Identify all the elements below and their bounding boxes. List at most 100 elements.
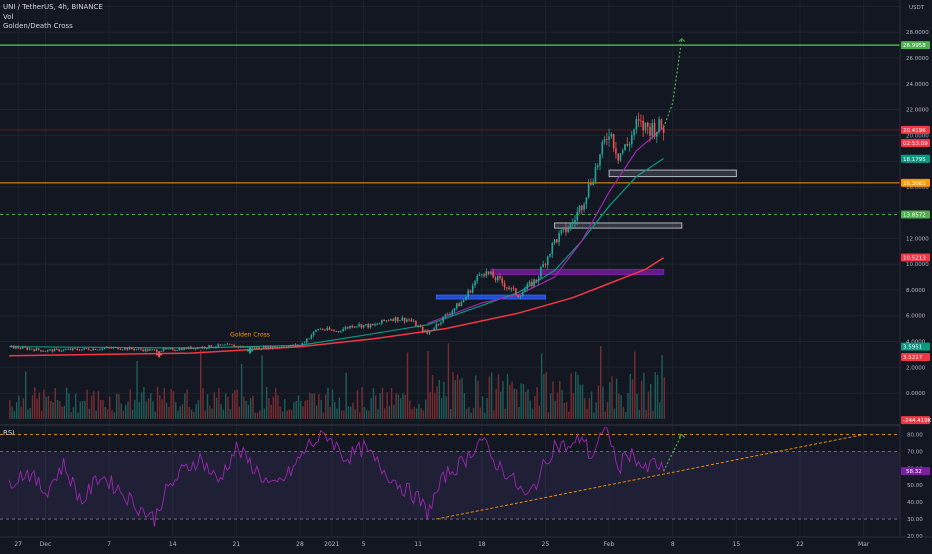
volume-bar — [545, 372, 547, 419]
volume-bar — [20, 406, 22, 419]
volume-bar — [395, 393, 397, 419]
volume-bar — [304, 400, 306, 419]
candle-body — [62, 349, 65, 351]
candle-body — [351, 325, 354, 328]
volume-bar — [340, 410, 343, 419]
candle-body — [576, 211, 579, 220]
price-tag-label: 18.1795 — [903, 157, 926, 163]
candle-body — [53, 348, 56, 352]
volume-bar — [622, 407, 625, 419]
volume-bar — [150, 393, 152, 419]
volume-bar — [152, 401, 154, 419]
volume-bar — [320, 399, 322, 419]
volume-bar — [352, 402, 354, 419]
candle-body — [546, 256, 549, 265]
volume-bar — [415, 408, 418, 419]
time-tick-label: 22 — [796, 541, 804, 548]
volume-bar — [554, 400, 556, 419]
candle-body — [153, 349, 156, 351]
candle-body — [108, 347, 110, 349]
volume-bar — [620, 395, 622, 419]
candle-body — [444, 314, 447, 317]
time-tick-label: 21 — [233, 541, 241, 548]
candle-body — [512, 287, 515, 289]
volume-bar — [443, 381, 445, 419]
candle-body — [99, 349, 101, 351]
candle-body — [317, 329, 319, 331]
price-tag-label: 3.5951 — [903, 345, 922, 351]
volume-bar — [468, 407, 470, 419]
volume-indicator-label: Vol — [3, 13, 14, 21]
volume-bar — [79, 401, 81, 419]
volume-bar — [140, 392, 143, 419]
candle-body — [553, 239, 556, 243]
candle-body — [633, 129, 635, 136]
candle-body — [515, 288, 517, 296]
volume-bar — [388, 406, 391, 419]
volume-bar — [100, 400, 102, 419]
volume-bar — [379, 393, 381, 419]
price-tick-label: 12.0000 — [906, 236, 929, 242]
candle-body — [326, 327, 329, 331]
candle-body — [190, 346, 192, 350]
candle-body — [385, 320, 388, 322]
candle-body — [421, 326, 424, 332]
projection-layer — [663, 37, 686, 128]
candle-body — [235, 345, 238, 347]
candle-body — [151, 349, 154, 351]
volume-bar — [34, 387, 36, 419]
volume-bar — [236, 389, 238, 419]
volume-bar — [520, 383, 522, 419]
volume-bar — [215, 397, 218, 419]
volume-bar — [213, 392, 216, 419]
candle-body — [76, 348, 79, 350]
volume-bar — [604, 411, 606, 419]
candle-body — [221, 344, 224, 346]
candle-body — [126, 347, 129, 350]
volume-bar — [209, 405, 211, 419]
time-tick-label: 25 — [542, 541, 550, 548]
volume-bar — [518, 407, 520, 419]
volume-bar — [390, 388, 393, 419]
volume-bar — [427, 350, 429, 419]
candle-body — [571, 222, 574, 224]
volume-bar — [547, 412, 550, 419]
candle-body — [540, 267, 542, 278]
candle-body — [196, 347, 199, 350]
volume-bar — [384, 408, 386, 419]
volume-bar — [356, 390, 359, 419]
candle-body — [628, 144, 631, 146]
price-tag — [901, 41, 930, 50]
volume-bar — [306, 399, 309, 419]
candle-body — [612, 134, 615, 149]
price-tag — [901, 253, 930, 262]
price-tag — [901, 352, 930, 361]
candle-body — [349, 325, 351, 329]
volume-bar — [509, 384, 511, 419]
volume-bar — [63, 405, 66, 419]
candle-body — [328, 327, 331, 330]
volume-bar — [50, 401, 52, 419]
candle-body — [112, 347, 115, 349]
candle-body — [149, 349, 151, 351]
candle-body — [519, 296, 522, 298]
price-tick-label: 10.0000 — [906, 262, 929, 268]
candle-body — [231, 344, 233, 346]
candle-body — [387, 320, 390, 322]
time-tick-label: Feb — [604, 541, 615, 548]
volume-bar — [61, 406, 63, 419]
candle-body — [469, 290, 472, 293]
rsi-pane — [0, 424, 932, 527]
candle-body — [374, 324, 376, 326]
volume-bar — [345, 372, 347, 419]
volume-bar — [552, 381, 554, 419]
candle-body — [260, 348, 263, 350]
candle-body — [651, 123, 654, 136]
candle-body — [449, 314, 451, 315]
candle-body — [460, 301, 463, 307]
volume-bar — [331, 389, 334, 419]
candle-body — [233, 344, 235, 347]
volume-bar — [309, 392, 311, 419]
volume-bar — [584, 398, 586, 419]
candle-body — [176, 350, 179, 351]
